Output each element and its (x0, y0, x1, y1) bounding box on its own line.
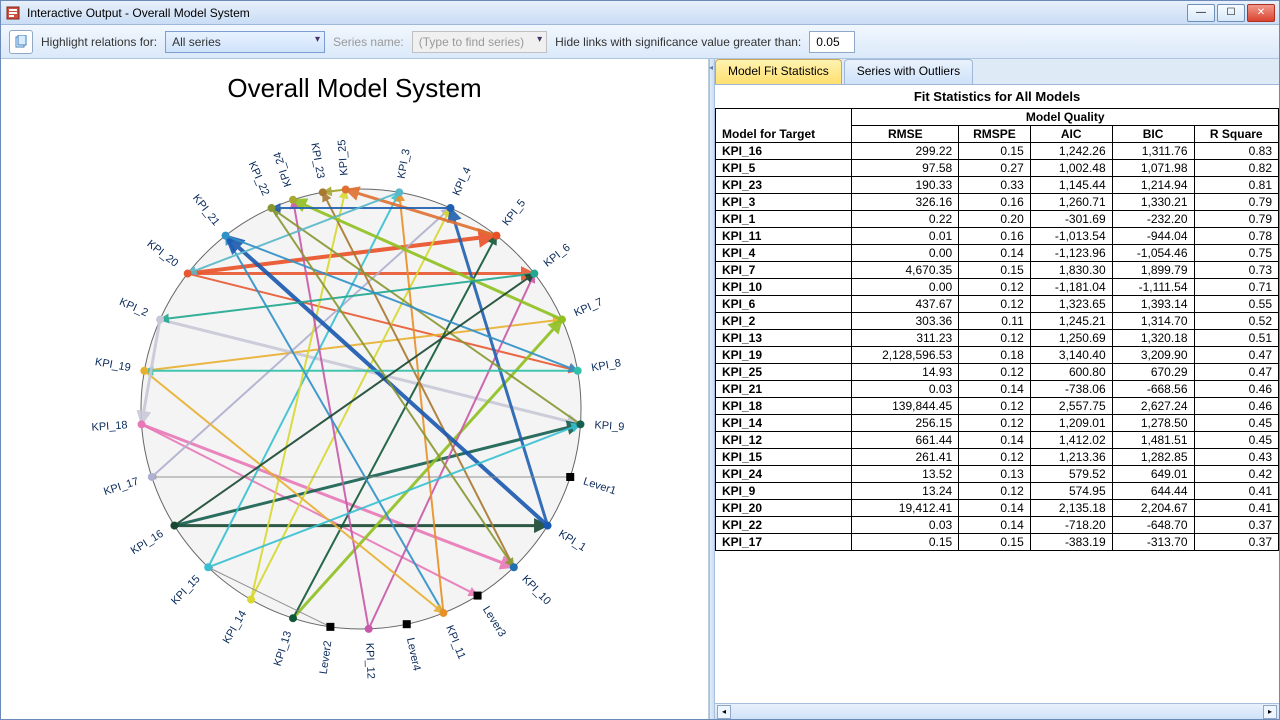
svg-text:KPI_10: KPI_10 (519, 573, 553, 607)
chart-title: Overall Model System (1, 59, 708, 110)
tab-model-fit-statistics[interactable]: Model Fit Statistics (715, 59, 842, 84)
svg-text:Lever4: Lever4 (404, 637, 423, 672)
table-scroll[interactable]: Fit Statistics for All Models Model for … (715, 85, 1279, 703)
col-header: BIC (1112, 126, 1194, 143)
svg-text:KPI_20: KPI_20 (145, 238, 181, 270)
table-row[interactable]: KPI_15261.410.121,213.361,282.850.43 (716, 449, 1279, 466)
app-icon (5, 5, 21, 21)
toolbar: Highlight relations for: All series Seri… (1, 25, 1279, 59)
svg-text:KPI_9: KPI_9 (594, 419, 625, 433)
table-row[interactable]: KPI_16299.220.151,242.261,311.760.83 (716, 143, 1279, 160)
svg-text:KPI_3: KPI_3 (396, 148, 413, 180)
table-row[interactable]: KPI_2514.930.12600.80670.290.47 (716, 364, 1279, 381)
col-header: RMSE (852, 126, 959, 143)
table-title: Fit Statistics for All Models (715, 85, 1279, 108)
table-row[interactable]: KPI_2019,412.410.142,135.182,204.670.41 (716, 500, 1279, 517)
table-row[interactable]: KPI_2413.520.13579.52649.010.42 (716, 466, 1279, 483)
svg-text:Lever3: Lever3 (480, 604, 508, 639)
svg-text:KPI_14: KPI_14 (221, 609, 249, 646)
table-row[interactable]: KPI_3326.160.161,260.711,330.210.79 (716, 194, 1279, 211)
table-row[interactable]: KPI_18139,844.450.122,557.752,627.240.46 (716, 398, 1279, 415)
highlight-label: Highlight relations for: (41, 35, 157, 49)
series-name-select: (Type to find series) (412, 31, 547, 53)
table-row[interactable]: KPI_14256.150.121,209.011,278.500.45 (716, 415, 1279, 432)
svg-text:KPI_4: KPI_4 (451, 165, 474, 197)
window-title: Interactive Output - Overall Model Syste… (27, 6, 1187, 20)
fit-statistics-table: Model for TargetModel QualityRMSERMSPEAI… (715, 108, 1279, 551)
table-row[interactable]: KPI_12661.440.141,412.021,481.510.45 (716, 432, 1279, 449)
significance-input[interactable] (809, 31, 855, 53)
minimize-button[interactable]: — (1187, 4, 1215, 22)
svg-text:KPI_12: KPI_12 (363, 643, 376, 679)
table-row[interactable]: KPI_13311.230.121,250.691,320.180.51 (716, 330, 1279, 347)
tab-series-with-outliers[interactable]: Series with Outliers (844, 59, 973, 84)
titlebar: Interactive Output - Overall Model Syste… (1, 1, 1279, 25)
col-header: AIC (1030, 126, 1112, 143)
svg-text:KPI_23: KPI_23 (308, 142, 326, 180)
table-row[interactable]: KPI_40.000.14-1,123.96-1,054.460.75 (716, 245, 1279, 262)
svg-text:KPI_1: KPI_1 (556, 528, 588, 554)
svg-text:KPI_18: KPI_18 (91, 419, 128, 433)
table-row[interactable]: KPI_23190.330.331,145.441,214.940.81 (716, 177, 1279, 194)
svg-text:KPI_24: KPI_24 (272, 150, 295, 188)
table-row[interactable]: KPI_192,128,596.530.183,140.403,209.900.… (716, 347, 1279, 364)
svg-text:KPI_2: KPI_2 (117, 296, 149, 319)
chart-panel: Overall Model System KPI_25KPI_3KPI_4KPI… (1, 59, 709, 719)
svg-text:KPI_15: KPI_15 (169, 573, 203, 607)
svg-text:KPI_7: KPI_7 (572, 296, 604, 319)
svg-text:KPI_13: KPI_13 (272, 630, 295, 668)
svg-text:KPI_11: KPI_11 (443, 624, 467, 661)
table-row[interactable]: KPI_220.030.14-718.20-648.700.37 (716, 517, 1279, 534)
table-row[interactable]: KPI_6437.670.121,323.651,393.140.55 (716, 296, 1279, 313)
tab-bar: Model Fit StatisticsSeries with Outliers (715, 59, 1279, 85)
close-button[interactable]: ✕ (1247, 4, 1275, 22)
table-row[interactable]: KPI_170.150.15-383.19-313.700.37 (716, 534, 1279, 551)
svg-text:Lever1: Lever1 (582, 476, 618, 498)
copy-icon[interactable] (9, 30, 33, 54)
svg-text:KPI_17: KPI_17 (102, 476, 140, 499)
svg-text:KPI_16: KPI_16 (129, 528, 166, 557)
app-window: Interactive Output - Overall Model Syste… (0, 0, 1280, 720)
table-row[interactable]: KPI_10.220.20-301.69-232.200.79 (716, 211, 1279, 228)
scroll-left-icon[interactable]: ◂ (717, 705, 731, 719)
svg-text:KPI_5: KPI_5 (500, 197, 528, 228)
col-header: RMSPE (959, 126, 1031, 143)
hide-links-label: Hide links with significance value great… (555, 35, 801, 49)
svg-text:Lever2: Lever2 (318, 640, 335, 675)
table-row[interactable]: KPI_74,670.350.151,830.301,899.790.73 (716, 262, 1279, 279)
table-row[interactable]: KPI_913.240.12574.95644.440.41 (716, 483, 1279, 500)
svg-text:KPI_21: KPI_21 (190, 192, 222, 228)
table-row[interactable]: KPI_110.010.16-1,013.54-944.040.78 (716, 228, 1279, 245)
svg-text:KPI_22: KPI_22 (246, 160, 272, 198)
table-row[interactable]: KPI_210.030.14-738.06-668.560.46 (716, 381, 1279, 398)
splitter-handle[interactable] (709, 59, 715, 719)
scroll-right-icon[interactable]: ▸ (1263, 705, 1277, 719)
col-header: R Square (1194, 126, 1278, 143)
maximize-button[interactable]: ☐ (1217, 4, 1245, 22)
table-row[interactable]: KPI_2303.360.111,245.211,314.700.52 (716, 313, 1279, 330)
network-diagram[interactable]: KPI_25 KPI_3 KPI_4 KPI_5 KPI_6 KPI_7 KPI_8 KPI_… (51, 119, 671, 719)
stats-panel: Model Fit StatisticsSeries with Outliers… (715, 59, 1279, 719)
horizontal-scrollbar[interactable]: ◂ ▸ (715, 703, 1279, 719)
svg-text:KPI_8: KPI_8 (590, 357, 622, 374)
svg-text:KPI_6: KPI_6 (542, 242, 573, 270)
svg-text:KPI_25: KPI_25 (336, 139, 350, 176)
content-area: Overall Model System KPI_25KPI_3KPI_4KPI… (1, 59, 1279, 719)
table-row[interactable]: KPI_597.580.271,002.481,071.980.82 (716, 160, 1279, 177)
highlight-select[interactable]: All series (165, 31, 325, 53)
table-row[interactable]: KPI_100.000.12-1,181.04-1,111.540.71 (716, 279, 1279, 296)
series-name-label: Series name: (333, 35, 404, 49)
svg-text:KPI_19: KPI_19 (94, 356, 132, 374)
